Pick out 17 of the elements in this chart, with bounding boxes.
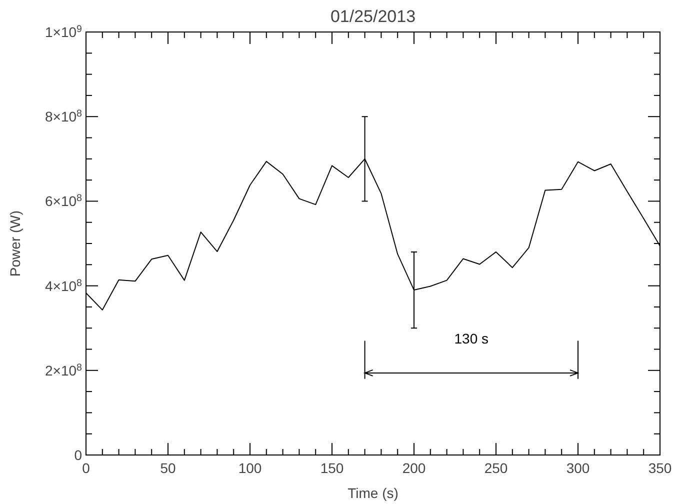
annotation: 130 s [454, 330, 489, 347]
y-tick-label: 4×10$^{8}$ [45, 277, 83, 294]
x-tick-label: 50 [160, 460, 176, 476]
x-tick-label: 300 [566, 460, 590, 476]
y-tick-label: 6×10$^{8}$ [45, 192, 83, 210]
y-tick-label: 8×10$^{8}$ [45, 108, 83, 125]
x-tick-label: 350 [648, 460, 672, 476]
y-axis-title: Power (W) [7, 210, 23, 277]
y-tick-label: 0 [74, 447, 82, 463]
x-tick-label: 100 [238, 460, 262, 476]
x-tick-label: 150 [320, 460, 344, 476]
x-tick-label: 200 [402, 460, 426, 476]
y-tick-label: 1×10$^{9}$ [45, 24, 82, 40]
chart-title: 01/25/2013 [330, 7, 416, 26]
x-axis-title: Time (s) [348, 485, 398, 501]
x-tick-label: 250 [484, 460, 508, 476]
y-tick-label: 2×10$^{8}$ [45, 362, 83, 378]
